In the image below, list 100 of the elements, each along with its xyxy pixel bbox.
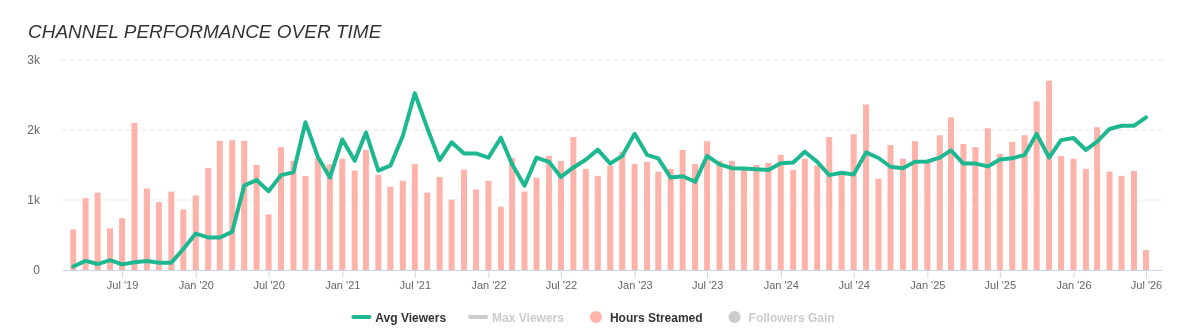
bar [740, 169, 747, 270]
y-tick-label: 0 [33, 263, 41, 278]
bar [180, 209, 187, 270]
bar [509, 158, 516, 270]
bar [644, 161, 651, 270]
legend-label: Avg Viewers [375, 310, 447, 325]
bar [1118, 175, 1125, 270]
bar [107, 228, 114, 270]
bar [594, 175, 601, 270]
bar [1070, 158, 1077, 270]
bar [533, 177, 540, 270]
bar [753, 165, 760, 270]
bar [119, 218, 126, 270]
x-tick-label: Jan '24 [763, 278, 799, 291]
bar [399, 180, 406, 270]
bar [899, 158, 906, 270]
legend-label: Hours Streamed [609, 310, 703, 325]
bar [801, 158, 808, 270]
x-tick-label: Jan '26 [1056, 278, 1092, 291]
x-tick-label: Jul '20 [253, 278, 285, 291]
bar [461, 169, 468, 270]
x-tick-label: Jan '23 [617, 278, 653, 291]
bar [448, 199, 455, 270]
x-tick-label: Jul '24 [838, 278, 870, 291]
bar [631, 163, 638, 270]
bar [875, 178, 882, 270]
bar [692, 163, 699, 270]
x-tick-label: Jan '21 [325, 278, 361, 291]
bar [850, 134, 857, 270]
bar [570, 137, 577, 270]
bar [607, 165, 614, 270]
bar [863, 104, 870, 270]
x-tick-label: Jul '25 [984, 278, 1017, 291]
bar [521, 191, 528, 270]
bar [143, 188, 150, 270]
bar [497, 206, 504, 270]
bar [82, 198, 89, 270]
bar [960, 144, 967, 270]
bar [290, 160, 297, 270]
bar [557, 160, 564, 270]
x-tick-label: Jul '23 [691, 278, 724, 291]
bar [972, 147, 979, 270]
line-series [71, 91, 1148, 269]
bar [302, 175, 309, 270]
bar [582, 168, 589, 270]
bar [241, 140, 248, 270]
bar [984, 128, 991, 270]
bar [70, 229, 77, 270]
bar [229, 140, 236, 270]
bar [375, 174, 382, 270]
bar [765, 162, 772, 270]
bar [314, 158, 321, 270]
bar [94, 192, 101, 270]
chart-title: CHANNEL PERFORMANCE OVER TIME [28, 21, 382, 42]
bar [790, 169, 797, 270]
y-tick-label: 3k [27, 53, 41, 68]
bar [679, 149, 686, 270]
bar [996, 153, 1003, 270]
bar [936, 135, 943, 270]
bar [485, 180, 492, 270]
bar [887, 145, 894, 270]
y-tick-label: 1k [27, 193, 41, 208]
bar [278, 147, 285, 270]
bar [192, 195, 199, 270]
bar [1021, 135, 1028, 270]
bar [131, 123, 138, 270]
x-tick-label: Jan '20 [178, 278, 214, 291]
bar [387, 186, 394, 270]
bar [1009, 141, 1016, 270]
x-tick-label: Jan '22 [471, 278, 507, 291]
bar [424, 192, 431, 270]
bar [826, 137, 833, 270]
bar [728, 160, 735, 270]
bar [947, 117, 954, 270]
bar [619, 152, 626, 270]
bar [1082, 168, 1089, 270]
bar [814, 165, 821, 270]
bar [473, 189, 480, 270]
bar [1106, 171, 1113, 270]
bar [265, 214, 272, 270]
bar [411, 163, 418, 270]
bar [545, 155, 552, 270]
x-tick-label: Jul '19 [106, 278, 139, 291]
bar [253, 165, 260, 270]
bar [1046, 80, 1053, 270]
bar [436, 176, 443, 270]
bar [924, 160, 931, 270]
bar [1058, 155, 1065, 270]
bar [838, 174, 845, 270]
bar [911, 141, 918, 270]
bar [1094, 127, 1101, 270]
bar [1130, 170, 1137, 270]
bar [339, 158, 346, 270]
x-tick-label: Jul '21 [399, 278, 432, 291]
x-tick-label: Jul '22 [545, 278, 578, 291]
bar [362, 149, 369, 270]
bar [704, 141, 711, 270]
bar [351, 170, 358, 270]
y-tick-label: 2k [27, 123, 41, 138]
bar [205, 167, 212, 270]
